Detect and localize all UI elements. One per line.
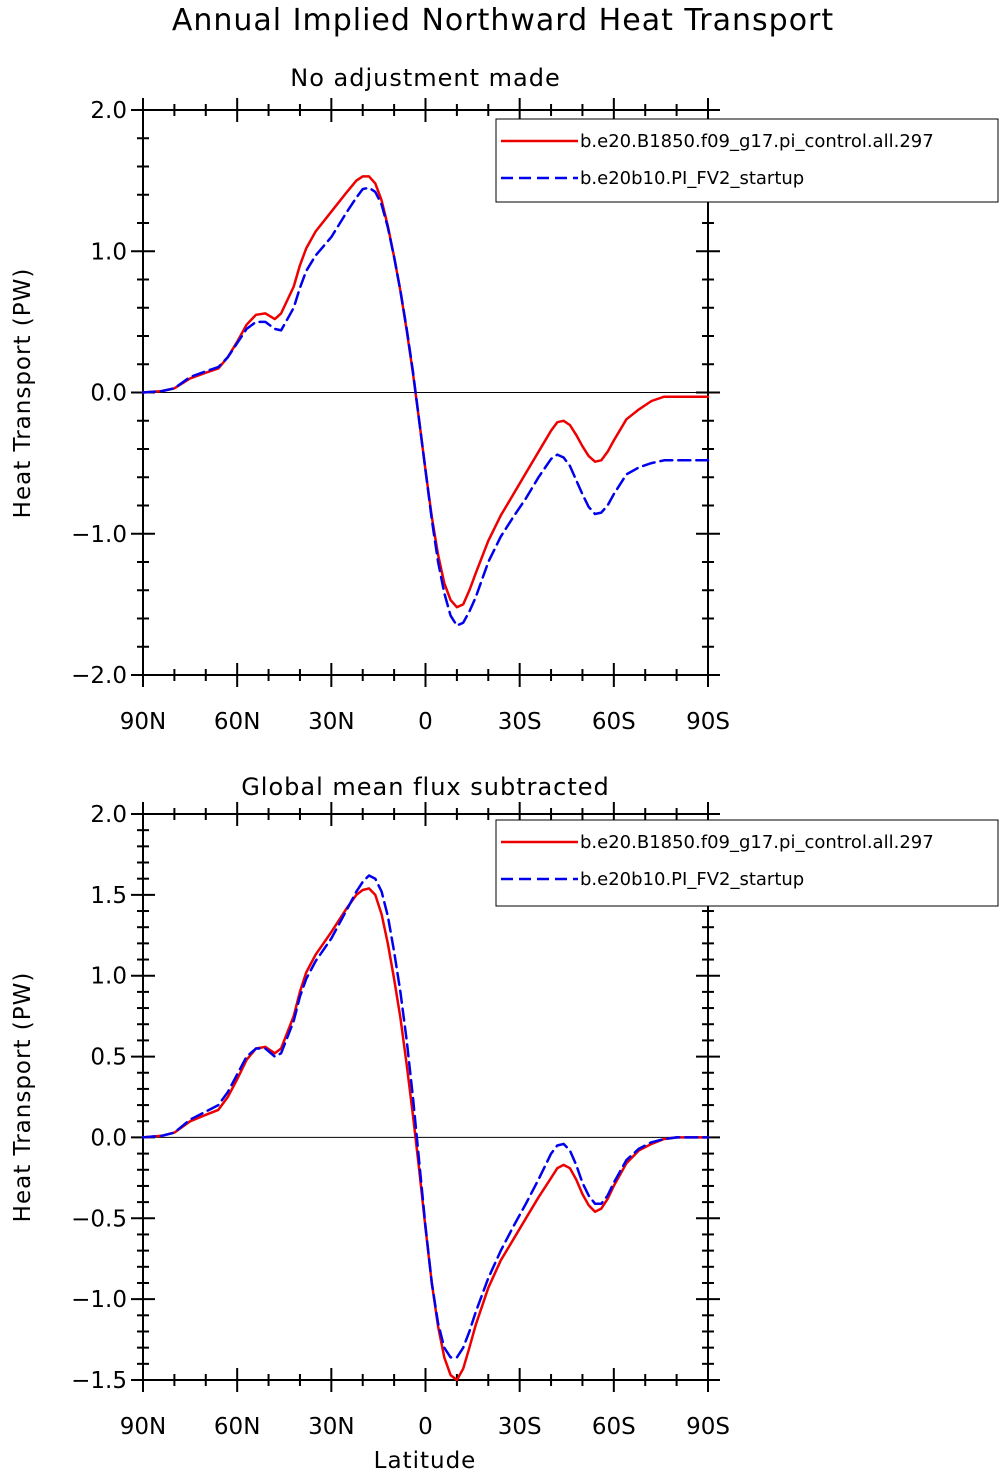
legend-box bbox=[495, 118, 999, 203]
y-tick-label: −1.0 bbox=[71, 1287, 127, 1313]
y-tick-label: −1.5 bbox=[71, 1368, 127, 1394]
y-tick-label: 0.5 bbox=[90, 1045, 127, 1071]
legend: b.e20.B1850.f09_g17.pi_control.all.297 b.… bbox=[495, 819, 999, 907]
panel-no-adjustment: No adjustment made 2.0 1.0 0.0 −1.0 −2.0 90N 60… bbox=[10, 64, 999, 735]
series-line-startup bbox=[141, 186, 710, 627]
legend-entry: b.e20b10.PI_FV2_startup bbox=[580, 168, 804, 189]
x-tick-label: 30N bbox=[308, 709, 354, 735]
y-tick-label: 2.0 bbox=[90, 802, 127, 828]
y-tick-label: 2.0 bbox=[90, 98, 127, 124]
panel-title: No adjustment made bbox=[290, 64, 560, 92]
legend-box bbox=[495, 819, 999, 907]
legend-entry: b.e20b10.PI_FV2_startup bbox=[580, 869, 804, 890]
x-tick-label: 90S bbox=[686, 1414, 730, 1440]
y-tick-label: 0.0 bbox=[90, 381, 127, 407]
y-tick-label: 0.0 bbox=[90, 1125, 127, 1151]
y-axis-label: Heat Transport (PW) bbox=[10, 268, 36, 519]
y-tick-label: −0.5 bbox=[71, 1206, 127, 1232]
x-tick-label: 30N bbox=[308, 1414, 354, 1440]
legend-entry: b.e20.B1850.f09_g17.pi_control.all.297 bbox=[580, 832, 934, 853]
x-tick-label: 0 bbox=[418, 1414, 433, 1440]
x-tick-label: 60S bbox=[592, 1414, 636, 1440]
series-line-startup bbox=[141, 874, 710, 1359]
panel-title: Global mean flux subtracted bbox=[241, 773, 610, 801]
y-tick-label: 1.0 bbox=[90, 964, 127, 990]
x-tick-label: 30S bbox=[498, 1414, 542, 1440]
y-tick-label: 1.0 bbox=[90, 239, 127, 265]
series-line-control bbox=[141, 887, 710, 1382]
x-tick-label: 60N bbox=[214, 1414, 260, 1440]
x-tick-label: 90N bbox=[120, 709, 166, 735]
y-tick-label: −2.0 bbox=[71, 663, 127, 689]
legend-entry: b.e20.B1850.f09_g17.pi_control.all.297 bbox=[580, 131, 934, 152]
y-tick-label: −1.0 bbox=[71, 522, 127, 548]
legend: b.e20.B1850.f09_g17.pi_control.all.297 b.… bbox=[495, 118, 999, 203]
x-axis-label: Latitude bbox=[374, 1448, 477, 1472]
figure-title: Annual Implied Northward Heat Transport bbox=[172, 3, 834, 38]
series-line-control bbox=[141, 175, 710, 609]
x-tick-label: 30S bbox=[498, 709, 542, 735]
x-tick-label: 0 bbox=[418, 709, 433, 735]
y-tick-label: 1.5 bbox=[90, 883, 127, 909]
panel-global-mean-subtracted: Global mean flux subtracted 2.0 1.5 1.0 0.5 0… bbox=[10, 773, 999, 1440]
y-axis-label: Heat Transport (PW) bbox=[10, 972, 36, 1223]
x-tick-label: 60N bbox=[214, 709, 260, 735]
x-tick-label: 60S bbox=[592, 709, 636, 735]
x-tick-label: 90N bbox=[120, 1414, 166, 1440]
x-tick-label: 90S bbox=[686, 709, 730, 735]
